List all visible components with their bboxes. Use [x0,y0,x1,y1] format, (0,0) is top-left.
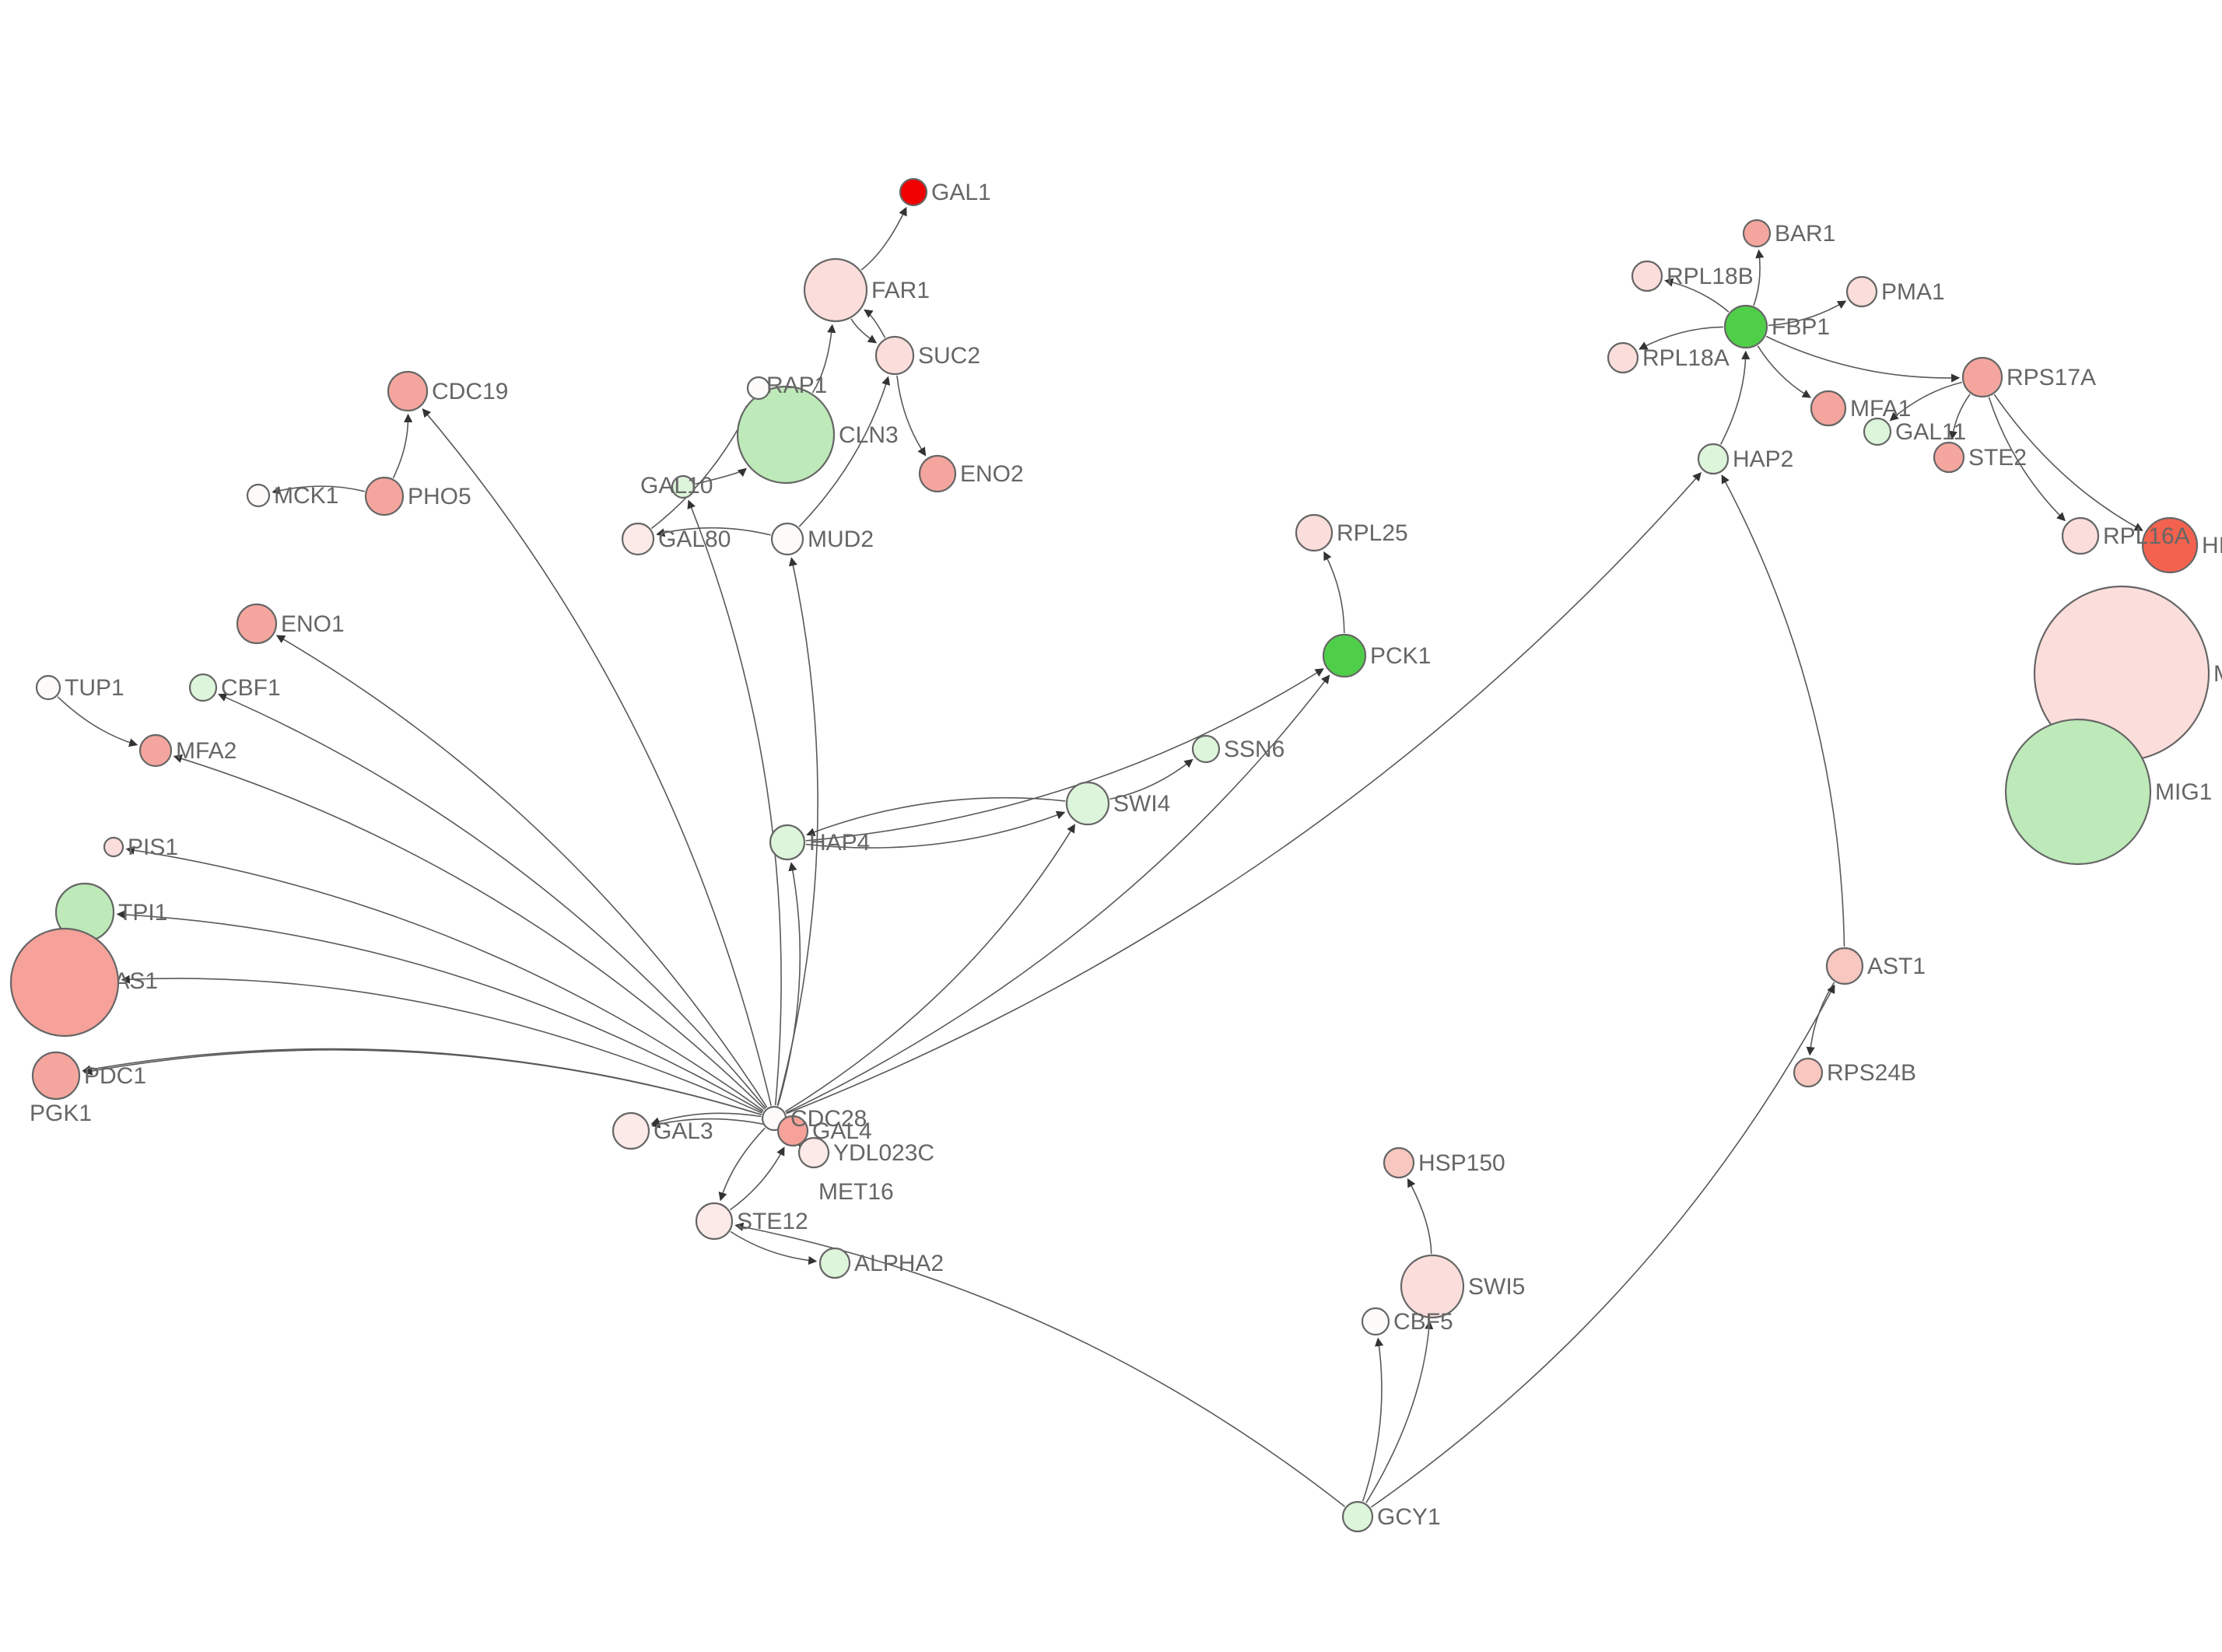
svg-text:CBF5: CBF5 [1393,1309,1453,1335]
svg-text:CDC19: CDC19 [432,379,508,404]
svg-text:GAL11: GAL11 [1895,419,1966,445]
svg-text:RPL25: RPL25 [1337,520,1408,546]
svg-text:GAL80: GAL80 [658,527,731,552]
svg-text:STE12: STE12 [737,1209,808,1234]
svg-text:GCY1: GCY1 [1377,1504,1441,1530]
svg-text:SWI5: SWI5 [1468,1274,1525,1300]
svg-text:MIG1: MIG1 [2155,779,2212,805]
svg-text:GAL1: GAL1 [931,180,991,205]
svg-text:ENO1: ENO1 [281,611,345,637]
svg-text:MFA2: MFA2 [176,738,237,764]
svg-text:HAP4: HAP4 [809,830,870,856]
svg-text:RPL16A: RPL16A [2103,523,2190,549]
svg-text:MET16: MET16 [818,1179,894,1205]
svg-text:RAP1: RAP1 [766,373,827,398]
svg-text:MCK1: MCK1 [274,483,338,509]
svg-text:TUP1: TUP1 [65,675,124,701]
svg-text:SUC2: SUC2 [918,343,980,369]
svg-text:CBF1: CBF1 [221,675,281,701]
svg-text:HSP150: HSP150 [1418,1150,1505,1176]
svg-text:PIS1: PIS1 [128,835,178,860]
svg-text:FBP1: FBP1 [1772,314,1830,340]
svg-text:BAR1: BAR1 [1775,221,1835,247]
svg-text:HAP2: HAP2 [1733,446,1793,472]
svg-text:MFA1: MFA1 [1850,396,1911,422]
svg-text:AST1: AST1 [1867,954,1926,979]
svg-text:GAL10: GAL10 [640,473,713,499]
svg-text:RPS17A: RPS17A [2006,365,2096,390]
svg-text:SSN6: SSN6 [1224,737,1284,762]
svg-text:MUD2: MUD2 [808,527,874,552]
svg-text:CLN3: CLN3 [839,422,899,448]
svg-text:RPL18A: RPL18A [1642,345,1730,371]
svg-text:PMA1: PMA1 [1881,279,1945,305]
svg-text:ENO2: ENO2 [960,461,1024,487]
svg-text:GAL3: GAL3 [654,1118,713,1144]
svg-text:PGK1: PGK1 [30,1101,92,1126]
svg-text:PDC1: PDC1 [84,1063,146,1089]
svg-text:YDL023C: YDL023C [833,1140,934,1166]
svg-text:RPS24B: RPS24B [1827,1060,1916,1086]
svg-text:RPL18B: RPL18B [1666,264,1754,289]
svg-text:ALPHA2: ALPHA2 [854,1251,944,1276]
svg-text:HIS4: HIS4 [2202,533,2222,558]
svg-text:SWI4: SWI4 [1113,791,1170,817]
svg-text:STE2: STE2 [1968,445,2027,471]
svg-text:MCM1: MCM1 [2213,661,2222,687]
svg-text:FAR1: FAR1 [871,278,930,303]
svg-text:PCK1: PCK1 [1370,643,1431,669]
svg-text:TPI1: TPI1 [118,900,167,926]
svg-text:PHO5: PHO5 [408,484,471,509]
